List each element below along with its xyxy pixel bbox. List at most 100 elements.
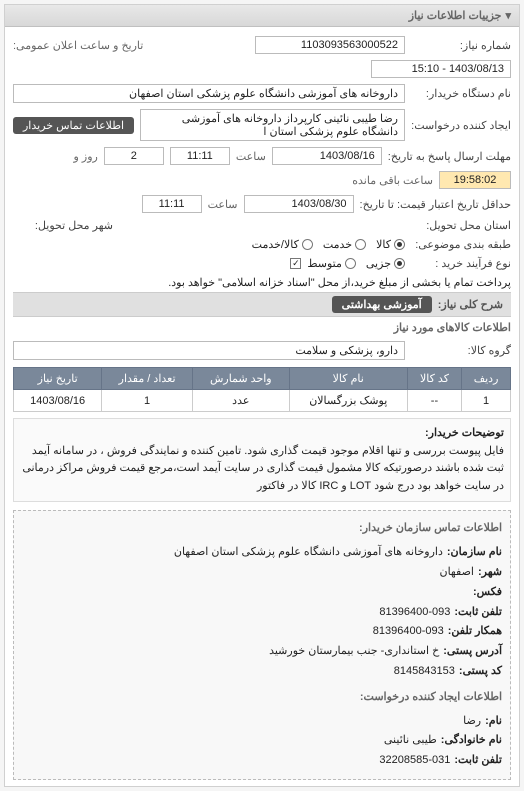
radio-khedmat[interactable]: خدمت — [323, 238, 366, 251]
time-label-2: ساعت — [208, 198, 238, 211]
row-creator: ایجاد کننده درخواست: رضا طیبی نائینی کار… — [13, 106, 511, 144]
family-label: نام خانوادگی: — [441, 731, 502, 751]
remaining-suffix: ساعت باقی مانده — [352, 174, 433, 187]
cell-qty: 1 — [102, 390, 193, 412]
radio-motevaset[interactable]: متوسط — [307, 257, 356, 270]
radio-kala-khedmat[interactable]: کالا/خدمت — [252, 238, 313, 251]
radio-label: خدمت — [323, 238, 352, 251]
org-field[interactable]: داروخانه های آموزشی دانشگاه علوم پزشکی ا… — [13, 84, 405, 103]
radio-label: کالا — [376, 238, 391, 251]
remaining-day-label: روز و — [74, 150, 98, 163]
creator-phone-value: 32208585-031 — [379, 751, 450, 771]
table-row[interactable]: 1 -- پوشک بزرگسالان عدد 1 1403/08/16 — [14, 390, 511, 412]
process-radio-group: جزیی متوسط — [307, 257, 405, 270]
need-title-value: آموزشی بهداشتی — [332, 296, 432, 313]
classification-radio-group: کالا خدمت کالا/خدمت — [252, 238, 405, 251]
asnad-checkbox[interactable] — [290, 258, 301, 269]
price-valid-date[interactable]: 1403/08/30 — [244, 195, 354, 213]
group-label: گروه کالا: — [411, 344, 511, 357]
group-field[interactable]: دارو، پزشکی و سلامت — [13, 341, 405, 360]
need-details-panel: ▾ جزییات اطلاعات نیاز شماره نیاز: 110309… — [4, 4, 520, 787]
items-table: ردیف کد کالا نام کالا واحد شمارش تعداد /… — [13, 367, 511, 412]
city-label: شهر محل تحویل: — [13, 219, 113, 232]
time-label-1: ساعت — [236, 150, 266, 163]
cell-name: پوشک بزرگسالان — [289, 390, 407, 412]
radio-icon — [394, 239, 405, 250]
phone2-label: همکار تلفن: — [448, 622, 502, 642]
fax-label: فکس: — [473, 583, 502, 603]
radio-icon — [302, 239, 313, 250]
col-qty: تعداد / مقدار — [102, 368, 193, 390]
province-label: استان محل تحویل: — [411, 219, 511, 232]
buyer-contact-block: اطلاعات تماس سازمان خریدار: نام سازمان:د… — [13, 510, 511, 780]
col-code: کد کالا — [407, 368, 461, 390]
contact-title: اطلاعات تماس سازمان خریدار: — [22, 519, 502, 539]
radio-label: کالا/خدمت — [252, 238, 299, 251]
process-label: نوع فرآیند خرید : — [411, 257, 511, 270]
need-title-section: شرح کلی نیاز: آموزشی بهداشتی — [13, 292, 511, 317]
city-value: اصفهان — [440, 563, 474, 583]
creator-field[interactable]: رضا طیبی نائینی کارپرداز داروخانه های آم… — [140, 109, 405, 141]
need-number-label: شماره نیاز: — [411, 39, 511, 52]
radio-label: متوسط — [307, 257, 342, 270]
need-number-field[interactable]: 1103093563000522 — [255, 36, 405, 54]
col-unit: واحد شمارش — [192, 368, 289, 390]
price-valid-label: حداقل تاریخ اعتبار قیمت: تا تاریخ: — [360, 198, 511, 211]
row-deadline: مهلت ارسال پاسخ به تاریخ: 1403/08/16 ساع… — [13, 144, 511, 192]
address-label: آدرس پستی: — [443, 642, 502, 662]
process-note: پرداخت تمام یا بخشی از مبلغ خرید،از محل … — [168, 276, 511, 289]
row-org: نام دستگاه خریدار: داروخانه های آموزشی د… — [13, 81, 511, 106]
row-location: استان محل تحویل: شهر محل تحویل: — [13, 216, 511, 235]
public-datetime-field[interactable]: 1403/08/13 - 15:10 — [371, 60, 511, 78]
col-name: نام کالا — [289, 368, 407, 390]
deadline-date[interactable]: 1403/08/16 — [272, 147, 382, 165]
post-value: 8145843153 — [394, 662, 455, 682]
creator-phone-label: تلفن ثابت: — [454, 751, 502, 771]
price-valid-time[interactable]: 11:11 — [142, 195, 202, 213]
org-name-value: داروخانه های آموزشی دانشگاه علوم پزشکی ا… — [174, 543, 443, 563]
cell-idx: 1 — [462, 390, 511, 412]
address-value: خ استانداری- جنب بیمارستان خورشید — [269, 642, 439, 662]
city-label-c: شهر: — [478, 563, 502, 583]
phone-label: تلفن ثابت: — [454, 603, 502, 623]
cell-unit: عدد — [192, 390, 289, 412]
panel-body: شماره نیاز: 1103093563000522 تاریخ و ساع… — [5, 27, 519, 786]
cell-date: 1403/08/16 — [14, 390, 102, 412]
chevron-down-icon: ▾ — [505, 9, 511, 22]
buyer-contact-button[interactable]: اطلاعات تماس خریدار — [13, 117, 134, 134]
classification-label: طبقه بندی موضوعی: — [411, 238, 511, 251]
remaining-time: 19:58:02 — [439, 171, 511, 189]
buyer-note-box: توضیحات خریدار: فایل پیوست بررسی و تنها … — [13, 418, 511, 502]
row-price-valid: حداقل تاریخ اعتبار قیمت: تا تاریخ: 1403/… — [13, 192, 511, 216]
radio-icon — [394, 258, 405, 269]
col-idx: ردیف — [462, 368, 511, 390]
radio-kala[interactable]: کالا — [376, 238, 405, 251]
radio-jozee[interactable]: جزیی — [366, 257, 405, 270]
phone-value: 81396400-093 — [379, 603, 450, 623]
post-label: کد پستی: — [459, 662, 502, 682]
creator-title: اطلاعات ایجاد کننده درخواست: — [22, 688, 502, 708]
public-datetime-label: تاریخ و ساعت اعلان عمومی: — [13, 39, 143, 52]
items-header-row: ردیف کد کالا نام کالا واحد شمارش تعداد /… — [14, 368, 511, 390]
panel-header: ▾ جزییات اطلاعات نیاز — [5, 5, 519, 27]
family-value: طیبی نائینی — [384, 731, 437, 751]
remaining-days: 2 — [104, 147, 164, 165]
need-title-label: شرح کلی نیاز: — [438, 298, 503, 311]
name-value: رضا — [463, 712, 481, 732]
items-section-title: اطلاعات کالاهای مورد نیاز — [13, 317, 511, 338]
buyer-note-text: فایل پیوست بررسی و تنها اقلام موجود قیمت… — [20, 443, 504, 496]
deadline-time[interactable]: 11:11 — [170, 147, 230, 165]
row-need-number: شماره نیاز: 1103093563000522 تاریخ و ساع… — [13, 33, 511, 81]
cell-code: -- — [407, 390, 461, 412]
radio-icon — [345, 258, 356, 269]
radio-icon — [355, 239, 366, 250]
phone2-value: 81396400-093 — [373, 622, 444, 642]
name-label: نام: — [485, 712, 502, 732]
col-date: تاریخ نیاز — [14, 368, 102, 390]
panel-title: جزییات اطلاعات نیاز — [409, 9, 502, 22]
buyer-note-label: توضیحات خریدار: — [425, 425, 504, 443]
org-name-label: نام سازمان: — [447, 543, 502, 563]
row-classification: طبقه بندی موضوعی: کالا خدمت کالا/خدمت — [13, 235, 511, 254]
org-label: نام دستگاه خریدار: — [411, 87, 511, 100]
row-process: نوع فرآیند خرید : جزیی متوسط پرداخت تمام… — [13, 254, 511, 292]
